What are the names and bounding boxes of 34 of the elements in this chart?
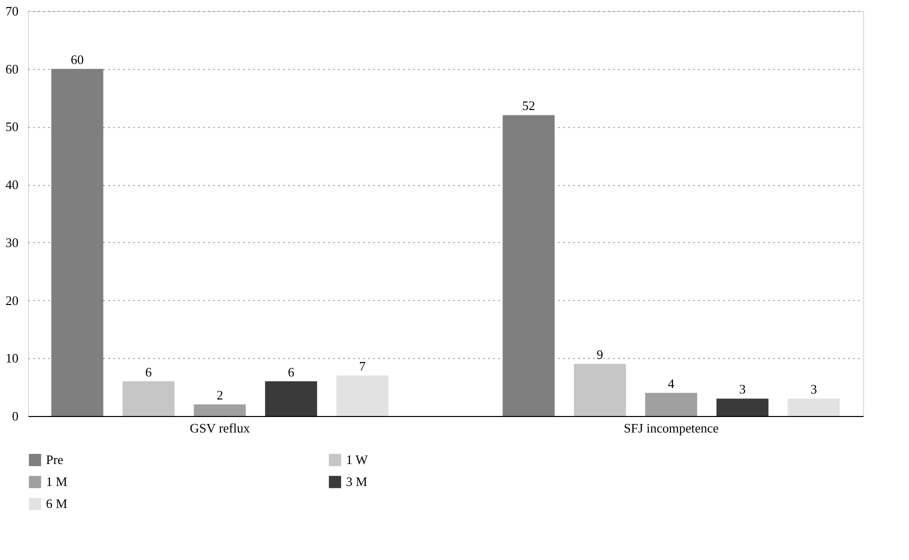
x-tick-label: SFJ incompetence [624, 420, 719, 436]
data-label: 60 [70, 52, 84, 67]
y-tick-label: 30 [6, 234, 18, 250]
data-label: 52 [522, 98, 536, 114]
y-tick-label: 20 [6, 292, 18, 308]
bar [265, 381, 318, 416]
data-label: 6 [288, 364, 295, 380]
y-tick-label: 60 [6, 61, 18, 76]
y-tick-label: 0 [12, 408, 18, 424]
bar [645, 392, 698, 416]
data-label: 7 [359, 358, 366, 374]
bar [716, 398, 768, 416]
data-label: 4 [668, 376, 675, 391]
bar [788, 398, 840, 416]
legend-label: 3 M [346, 474, 368, 489]
bar [502, 115, 555, 416]
bar [122, 381, 175, 416]
legend-label: 1 W [346, 452, 369, 467]
data-label: 2 [216, 387, 224, 402]
data-label: 9 [596, 346, 604, 362]
y-tick-label: 40 [6, 177, 18, 192]
data-label: 6 [145, 364, 152, 380]
bar [574, 364, 626, 416]
data-label: 3 [739, 382, 746, 397]
bar [336, 376, 388, 416]
legend-label: Pre [46, 452, 64, 467]
bar [194, 404, 246, 416]
data-label: 3 [810, 382, 817, 397]
x-tick-label: GSV reflux [190, 420, 250, 436]
y-tick-label: 50 [6, 119, 18, 134]
legend-label: 6 M [46, 496, 68, 511]
y-tick-label: 70 [6, 4, 18, 18]
y-tick-label: 10 [6, 350, 18, 366]
legend-label: 1 M [46, 474, 68, 489]
